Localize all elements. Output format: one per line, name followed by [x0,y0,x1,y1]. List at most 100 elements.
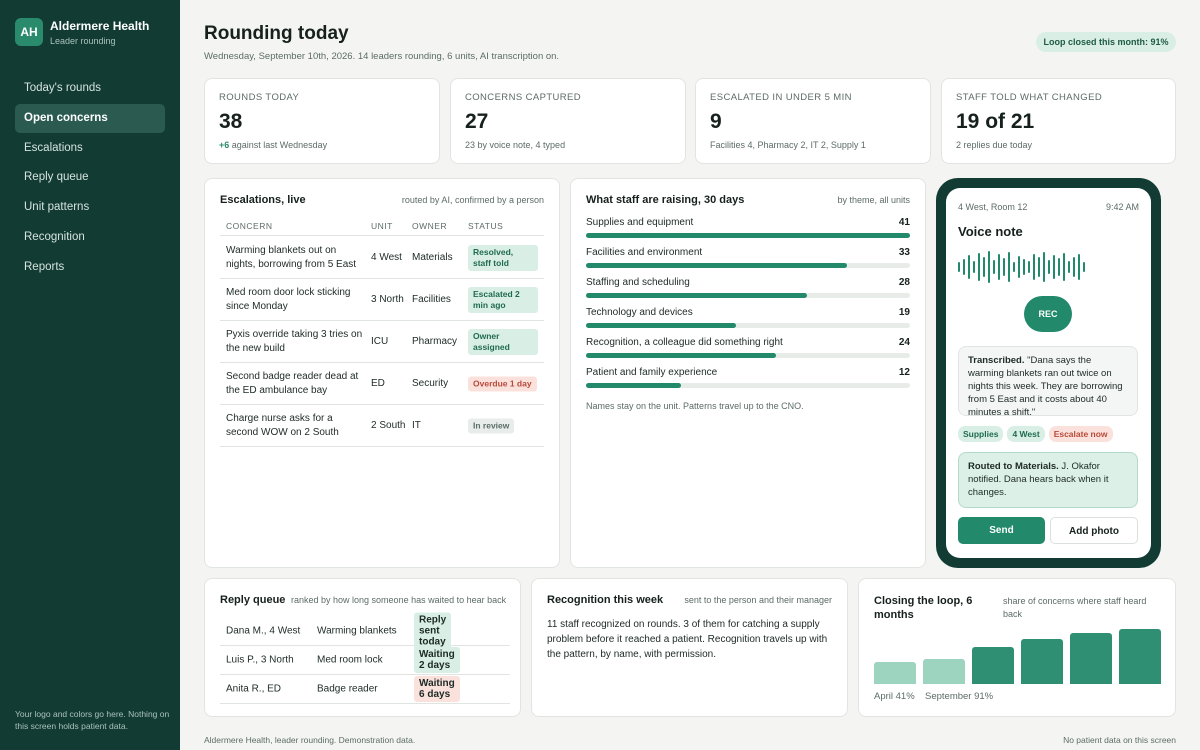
waveform-bar [1028,261,1030,273]
brand[interactable]: AH Aldermere Health Leader rounding [15,18,149,46]
reply-queue-row[interactable]: Dana M., 4 West Warming blankets Reply s… [220,612,510,650]
theme-row[interactable]: Patient and family experience 12 [586,367,910,397]
themes-footnote: Names stay on the unit. Patterns travel … [586,401,804,411]
loop-bar-july[interactable] [1021,639,1063,684]
brand-subtitle: Leader rounding [50,35,116,46]
nav-item-todays-rounds[interactable]: Today's rounds [24,82,101,94]
nav-item-recognition[interactable]: Recognition [24,230,85,243]
waveform-bar [1033,254,1035,280]
themes-title: What staff are raising, 30 days [586,194,745,206]
column-header-owner: OWNER [412,221,448,231]
status-badge: Reply sent today [414,612,452,650]
concern-cell: Second badge reader dead at the ED ambul… [226,370,359,396]
table-row[interactable]: Charge nurse asks for a second WOW on 2 … [220,405,544,447]
theme-bar-fill [586,353,776,358]
theme-row[interactable]: Recognition, a colleague did something r… [586,337,910,367]
brand-name: Aldermere Health [50,18,150,33]
stat-note: 2 replies due today [956,140,1033,150]
stat-note: 23 by voice note, 4 typed [465,140,566,150]
phone-mockup: 4 West, Room 12 9:42 AM Voice note REC T… [936,178,1161,568]
nav-item-reply-queue[interactable]: Reply queue [24,171,89,184]
recognition-text: 11 staff recognized on rounds. 3 of them… [547,619,828,660]
status-badge: Escalated 2 min ago [468,286,538,313]
nav-item-escalations[interactable]: Escalations [24,141,83,154]
table-row[interactable]: Warming blankets out on nights, borrowin… [220,237,544,279]
status-badge: Owner assigned [468,328,538,355]
nav-item-unit-patterns[interactable]: Unit patterns [24,201,90,214]
theme-bar-track [586,263,910,268]
stat-card-escalated: ESCALATED IN UNDER 5 MIN 9 Facilities 4,… [695,78,931,164]
waveform-bar [998,254,1000,280]
theme-label: Supplies and equipment [586,217,694,228]
voice-note-title: Voice note [958,224,1023,239]
concern-cell: Pyxis override taking 3 tries on the new… [226,328,363,354]
tag-escalate-now[interactable]: Escalate now [1048,426,1113,442]
theme-bar-fill [586,323,737,328]
reply-queue-meta: ranked by how long someone has waited to… [291,595,507,605]
sidebar: AH Aldermere Health Leader rounding Toda… [0,0,180,750]
sidebar-footer-note: Your logo and colors go here. Nothing on… [15,709,170,731]
loop-bar-june[interactable] [972,646,1014,684]
reply-person: Dana M., 4 West [226,625,301,637]
waveform-bar [1003,258,1005,276]
table-row[interactable]: Pyxis override taking 3 tries on the new… [220,321,544,363]
concern-cell: Med room door lock sticking since Monday [226,286,351,312]
reply-queue-row[interactable]: Luis P., 3 North Med room lock Waiting 2… [220,646,510,675]
x-label-first: April 41% [874,691,915,702]
nav-item-reports[interactable]: Reports [24,260,65,273]
waveform-bar [1043,252,1045,282]
theme-bar-track [586,233,910,238]
column-header-concern: CONCERN [226,221,273,231]
table-row[interactable]: Second badge reader dead at the ED ambul… [220,363,544,405]
theme-count: 28 [898,277,910,288]
status-cell: Resolved, staff told [468,244,538,271]
loop-bar-august[interactable] [1070,632,1112,684]
waveform-bar [1023,259,1025,275]
owner-cell: Security [412,377,449,389]
waveform-bar [1058,258,1060,276]
waveform-bar [1008,252,1010,282]
send-button[interactable]: Send [958,517,1045,544]
reply-person: Anita R., ED [226,683,282,695]
sidebar-nav: Today's rounds Open concerns Escalations… [15,74,165,283]
status-badge: Resolved, staff told [468,244,538,271]
table-row[interactable]: Med room door lock sticking since Monday… [220,279,544,321]
theme-row[interactable]: Supplies and equipment 41 [586,217,910,247]
recognition-title: Recognition this week [547,594,664,606]
waveform-bar [983,257,985,277]
tag-unit[interactable]: 4 West [1007,426,1045,442]
theme-count: 12 [898,367,910,378]
reply-queue-row[interactable]: Anita R., ED Badge reader Waiting 6 days [220,675,510,704]
stat-card-staff-told: STAFF TOLD WHAT CHANGED 19 of 21 2 repli… [941,78,1176,164]
tag-list: Supplies 4 West Escalate now [958,426,1117,442]
stat-value: 9 [710,110,722,133]
page-subtitle: Wednesday, September 10th, 2026. 14 lead… [204,51,560,62]
waveform-bar [963,259,965,275]
transcribed-text: "Dana says the warming blankets ran out … [968,355,1123,418]
loop-bar-may[interactable] [923,658,965,684]
loop-bar-april[interactable] [874,661,916,684]
theme-bar-track [586,293,910,298]
loop-bar-september[interactable] [1119,629,1161,684]
theme-row[interactable]: Technology and devices 19 [586,307,910,337]
tag-supplies[interactable]: Supplies [958,426,1004,442]
theme-row[interactable]: Staffing and scheduling 28 [586,277,910,307]
waveform-bar [1068,261,1070,273]
status-badge: In review [468,418,515,433]
status-cell: Overdue 1 day [468,376,537,391]
escalations-card: Escalations, live routed by AI, confirme… [204,178,560,568]
theme-count: 33 [898,247,910,258]
themes-card: What staff are raising, 30 days by theme… [570,178,926,568]
theme-row[interactable]: Facilities and environment 33 [586,247,910,277]
recognition-card: Recognition this week sent to the person… [531,578,848,717]
add-photo-button[interactable]: Add photo [1050,517,1138,544]
phone-time: 9:42 AM [1105,202,1139,212]
transcription-bubble: Transcribed. "Dana says the warming blan… [958,346,1138,418]
stat-value: 19 of 21 [956,110,1035,133]
reply-person: Luis P., 3 North [226,654,294,666]
nav-item-open-concerns[interactable]: Open concerns [15,103,165,133]
waveform [958,251,1088,283]
unit-cell: 2 South [371,419,406,431]
record-button[interactable]: REC [1024,296,1072,332]
waveform-bar [1038,257,1040,277]
